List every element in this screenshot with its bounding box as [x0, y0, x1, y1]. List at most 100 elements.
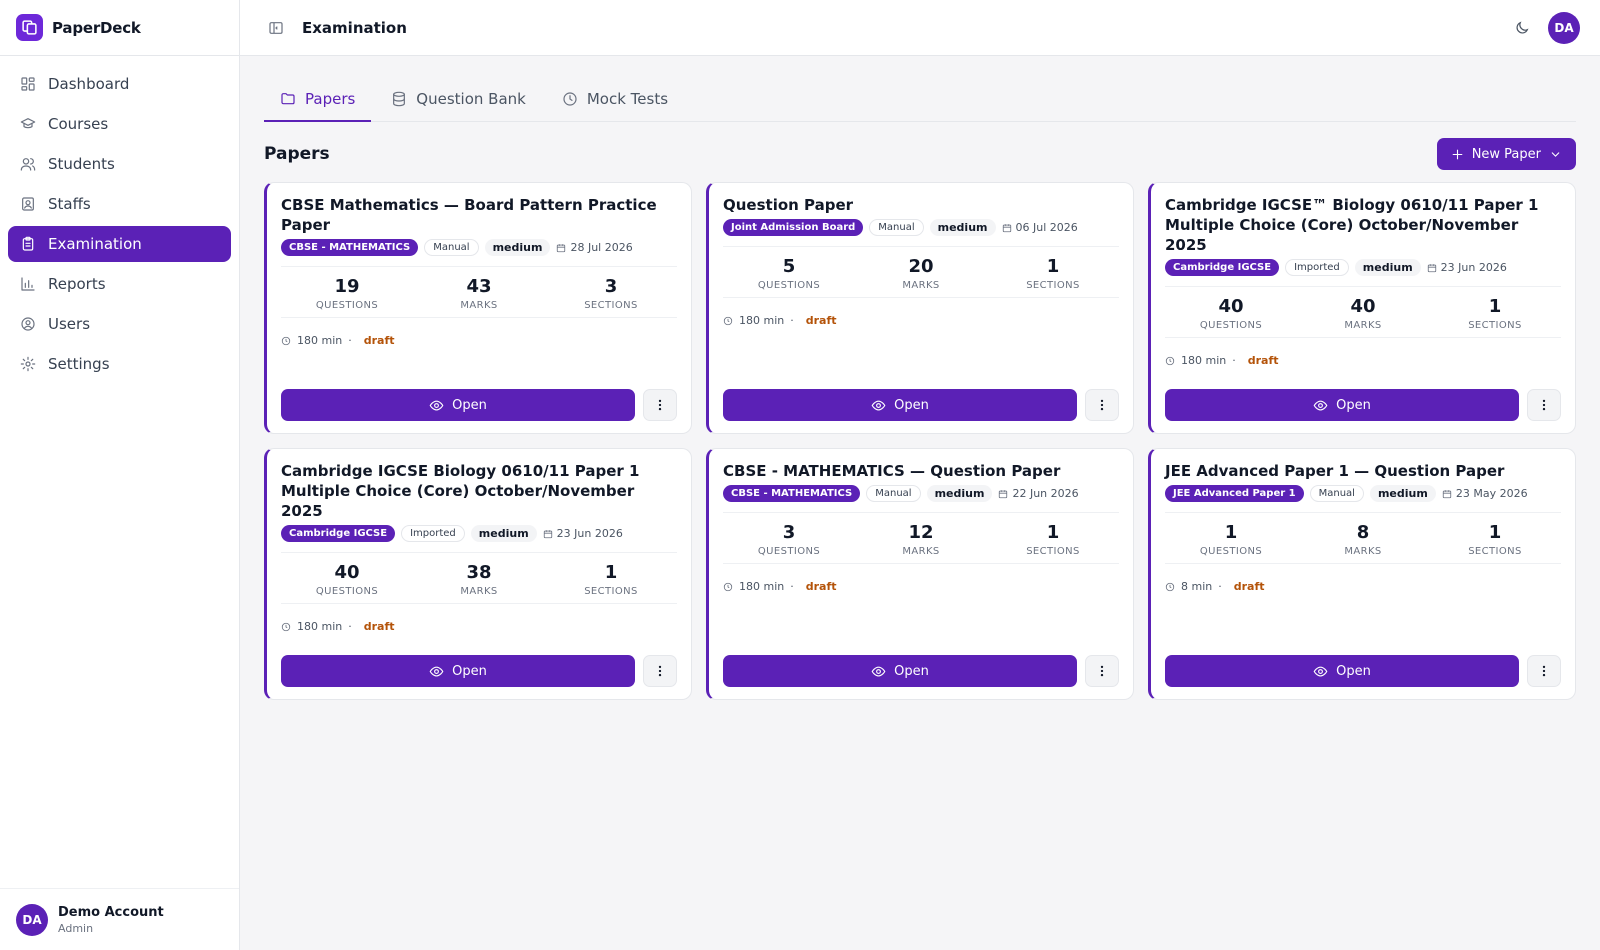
paper-date: 23 Jun 2026 [1427, 261, 1507, 274]
page-title: Examination [302, 18, 407, 37]
main: Examination DA Papers Question Bank [240, 0, 1600, 950]
sidebar-item-users[interactable]: Users [8, 306, 231, 342]
paper-info: 180 min · draft [281, 620, 677, 633]
account-role: Admin [58, 921, 94, 935]
sidebar-item-courses[interactable]: Courses [8, 106, 231, 142]
sidebar-item-label: Settings [48, 355, 110, 373]
more-options-button[interactable] [1527, 655, 1561, 687]
paper-actions: Open [723, 633, 1119, 687]
course-badge: Cambridge IGCSE [1165, 259, 1280, 276]
more-options-button[interactable] [643, 655, 677, 687]
more-vertical-icon [1542, 399, 1546, 411]
source-badge: Manual [1309, 485, 1364, 502]
calendar-icon [557, 243, 566, 252]
brand[interactable]: PaperDeck [0, 0, 239, 56]
stat-label: QUESTIONS [1199, 546, 1263, 557]
duration: 180 min [739, 314, 785, 327]
stat-label: SECTIONS [584, 586, 638, 597]
difficulty-badge: medium [1354, 259, 1421, 276]
calendar-icon [1002, 223, 1011, 232]
open-label: Open [894, 663, 929, 679]
stat-sections: 1 SECTIONS [987, 255, 1119, 291]
more-options-button[interactable] [1527, 389, 1561, 421]
sidebar-item-staffs[interactable]: Staffs [8, 186, 231, 222]
stat-marks: 20 MARKS [855, 255, 987, 291]
more-options-button[interactable] [1085, 655, 1119, 687]
stat-value: 1 [1224, 522, 1238, 543]
paper-title[interactable]: CBSE Mathematics — Board Pattern Practic… [281, 196, 657, 234]
stat-label: SECTIONS [1468, 546, 1522, 557]
paper-title[interactable]: CBSE - MATHEMATICS — Question Paper [723, 462, 1061, 480]
date-text: 23 Jun 2026 [556, 527, 623, 540]
course-badge: Cambridge IGCSE [281, 525, 396, 542]
sidebar-item-reports[interactable]: Reports [8, 266, 231, 302]
user-avatar-button[interactable]: DA [1548, 11, 1580, 44]
course-badge: Joint Admission Board [723, 219, 864, 236]
calendar-icon [1427, 263, 1436, 272]
stat-value: 3 [604, 276, 618, 297]
more-options-button[interactable] [1085, 389, 1119, 421]
open-button[interactable]: Open [281, 655, 635, 687]
source-badge: Imported [1285, 259, 1349, 276]
stat-value: 40 [1218, 296, 1244, 317]
stat-value: 38 [466, 562, 492, 583]
date-text: 28 Jul 2026 [570, 241, 633, 254]
paper-info: 180 min · draft [723, 314, 1119, 327]
more-vertical-icon [1100, 665, 1104, 677]
eye-icon [1313, 666, 1328, 676]
theme-toggle-button[interactable] [1510, 16, 1534, 40]
open-button[interactable]: Open [1165, 389, 1519, 421]
open-button[interactable]: Open [723, 655, 1077, 687]
open-button[interactable]: Open [723, 389, 1077, 421]
tab-question-bank[interactable]: Question Bank [375, 78, 542, 122]
tab-label: Mock Tests [586, 90, 669, 108]
stat-questions: 5 QUESTIONS [723, 255, 855, 291]
new-paper-button[interactable]: New Paper [1436, 138, 1576, 170]
stat-label: QUESTIONS [1199, 320, 1263, 331]
stat-value: 19 [334, 276, 360, 297]
paper-title[interactable]: Cambridge IGCSE™ Biology 0610/11 Paper 1… [1165, 196, 1539, 254]
stat-sections: 1 SECTIONS [545, 561, 677, 597]
paper-meta: Joint Admission Board Manual medium 06 J… [723, 219, 1119, 236]
sidebar-item-label: Users [48, 315, 91, 333]
stat-label: MARKS [460, 300, 498, 311]
eye-icon [871, 400, 886, 410]
more-vertical-icon [658, 665, 662, 677]
paper-card: Cambridge IGCSE Biology 0610/11 Paper 1 … [264, 448, 692, 700]
paper-card: JEE Advanced Paper 1 — Question Paper JE… [1148, 448, 1576, 700]
stat-label: SECTIONS [1026, 546, 1080, 557]
tab-papers[interactable]: Papers [264, 78, 372, 122]
more-options-button[interactable] [643, 389, 677, 421]
user-circle-icon [21, 317, 35, 331]
course-badge: JEE Advanced Paper 1 [1165, 485, 1304, 502]
stat-value: 1 [1488, 522, 1502, 543]
account-menu[interactable]: DA Demo Account Admin [0, 888, 239, 950]
sidebar-toggle-button[interactable] [264, 16, 288, 40]
sidebar-item-dashboard[interactable]: Dashboard [8, 66, 231, 102]
open-label: Open [452, 397, 487, 413]
more-vertical-icon [658, 399, 662, 411]
stat-value: 40 [1350, 296, 1376, 317]
sidebar-item-settings[interactable]: Settings [8, 346, 231, 382]
stat-sections: 1 SECTIONS [1429, 521, 1561, 557]
clock-icon [723, 582, 733, 591]
paper-stats: 19 QUESTIONS 43 MARKS 3 SECTIONS [281, 266, 677, 318]
stat-value: 40 [334, 562, 360, 583]
paper-title[interactable]: Cambridge IGCSE Biology 0610/11 Paper 1 … [281, 462, 640, 520]
date-text: 22 Jun 2026 [1012, 487, 1079, 500]
paper-actions: Open [281, 367, 677, 421]
sidebar-item-examination[interactable]: Examination [8, 226, 231, 262]
account-name: Demo Account [58, 904, 164, 920]
tab-mock-tests[interactable]: Mock Tests [546, 78, 684, 122]
stat-value: 12 [908, 522, 934, 543]
status-badge: draft [805, 314, 837, 327]
paper-title[interactable]: JEE Advanced Paper 1 — Question Paper [1165, 462, 1505, 480]
sidebar-item-students[interactable]: Students [8, 146, 231, 182]
open-button[interactable]: Open [281, 389, 635, 421]
paper-stats: 40 QUESTIONS 40 MARKS 1 SECTIONS [1165, 286, 1561, 338]
papers-grid: CBSE Mathematics — Board Pattern Practic… [264, 182, 1576, 700]
stat-value: 1 [1046, 256, 1060, 277]
open-button[interactable]: Open [1165, 655, 1519, 687]
clock-icon [1165, 582, 1175, 591]
paper-title[interactable]: Question Paper [723, 196, 854, 214]
